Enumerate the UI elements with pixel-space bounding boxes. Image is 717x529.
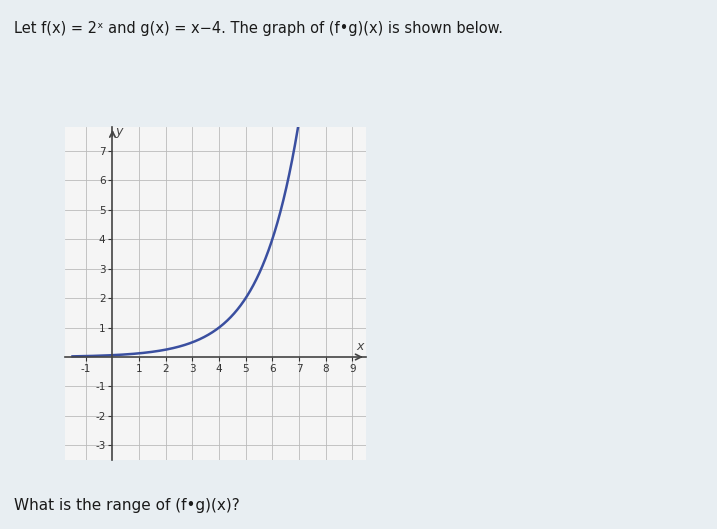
Text: x: x: [356, 340, 364, 353]
Text: Let f(x) = 2ˣ and g(x) = x−4. The graph of (f•g)(x) is shown below.: Let f(x) = 2ˣ and g(x) = x−4. The graph …: [14, 21, 503, 36]
Text: What is the range of (f•g)(x)?: What is the range of (f•g)(x)?: [14, 498, 240, 513]
Text: y: y: [115, 125, 123, 138]
